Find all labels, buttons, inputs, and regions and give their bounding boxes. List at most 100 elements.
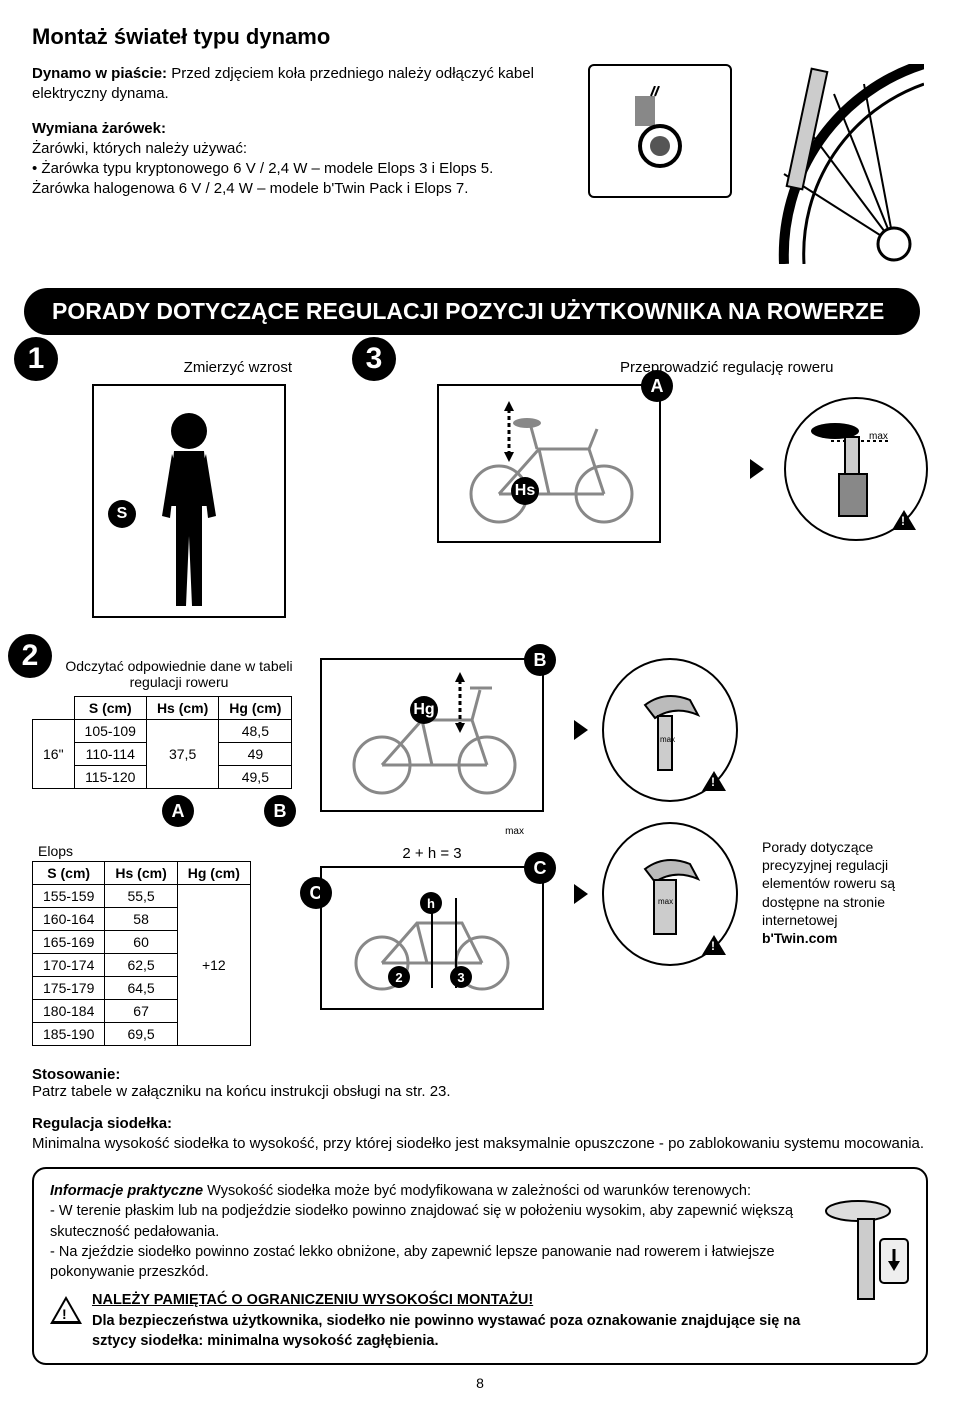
step-1-title: Zmierzyć wzrost [32, 359, 292, 376]
bike-icon [332, 670, 532, 800]
stosowanie-text: Patrz tabele w załączniku na końcu instr… [32, 1083, 451, 1100]
table-2: S (cm) Hs (cm) Hg (cm) 155-15955,5+12 16… [32, 861, 251, 1046]
warning-icon [702, 935, 726, 958]
badge-b-table: B [264, 795, 296, 827]
t2-cell: 160-164 [33, 908, 105, 931]
regulacja: Regulacja siodełka: Minimalna wysokość s… [32, 1114, 928, 1153]
elops-label: Elops [38, 843, 296, 859]
wheel-size: 16" [33, 720, 75, 789]
badge-a: A [641, 370, 673, 402]
badge-hs: Hs [511, 477, 539, 505]
badge-2: 2 [388, 966, 410, 988]
arrow-icon [574, 884, 588, 904]
t2-cell: 185-190 [33, 1023, 105, 1046]
seat-circle-b: max [602, 658, 738, 802]
page: Montaż świateł typu dynamo Dynamo w piaś… [0, 0, 960, 1407]
info-title: Informacje praktyczne [50, 1183, 203, 1199]
step-1-badge: 1 [14, 337, 58, 381]
step-3-row-c: C h 2 3 [320, 866, 544, 1020]
intro-text: Dynamo w piaście: Przed zdjęciem koła pr… [32, 64, 564, 264]
t2-cell: 58 [105, 908, 177, 931]
t1-cell: 110-114 [74, 743, 146, 766]
handlebar-icon: max [620, 680, 720, 780]
arrow-icon [750, 459, 764, 479]
intro-illustration [588, 64, 928, 264]
seat-side-icon [818, 1193, 918, 1313]
th-s2: S (cm) [33, 862, 105, 885]
badge-3: 3 [450, 966, 472, 988]
bike-box-a: A Hs [437, 384, 661, 543]
t2-cell: 67 [105, 1000, 177, 1023]
t2-cell: 62,5 [105, 954, 177, 977]
info-box: Informacje praktyczne Wysokość siodełka … [32, 1167, 928, 1365]
seatpost-icon: max [801, 419, 911, 519]
t1-cell: 37,5 [146, 720, 218, 789]
max-small: max [320, 826, 524, 837]
person-icon [144, 406, 234, 616]
svg-text:max: max [660, 735, 675, 744]
t2-cell: 69,5 [105, 1023, 177, 1046]
th-hs: Hs (cm) [146, 697, 218, 720]
info-b2: - Na zjeździe siodełko powinno zostać le… [50, 1242, 806, 1283]
s-badge: S [108, 500, 136, 528]
bike-box-c: C h 2 3 [320, 866, 544, 1010]
badge-a-table: A [162, 795, 194, 827]
page-number: 8 [32, 1375, 928, 1391]
bike-icon [449, 399, 649, 529]
info-lead: Wysokość siodełka może być modyfikowana … [207, 1183, 751, 1199]
arrow-icon [574, 720, 588, 740]
t2-cell: 64,5 [105, 977, 177, 1000]
table-2-wrap: C S (cm) Hs (cm) Hg (cm) 155-15955,5+12 … [32, 861, 296, 1046]
info-b1: - W terenie płaskim lub na podjeździe si… [50, 1201, 806, 1242]
t2-cell: 55,5 [105, 885, 177, 908]
bulbs-line2: • Żarówka typu kryptonowego 6 V / 2,4 W … [32, 160, 493, 177]
stosowanie-label: Stosowanie: [32, 1066, 120, 1083]
bulbs-label: Wymiana żarówek: [32, 120, 166, 137]
t2-cell: 175-179 [33, 977, 105, 1000]
ab-badges: A B [162, 795, 296, 827]
regulacja-text: Minimalna wysokość siodełka to wysokość,… [32, 1135, 924, 1152]
t2-cell: 155-159 [33, 885, 105, 908]
side-text: Porady dotyczące precyzyjnej regulacji e… [762, 838, 928, 947]
side-link: b'Twin.com [762, 930, 837, 946]
info-warn2: Dla bezpieczeństwa użytkownika, siodełko… [92, 1313, 800, 1349]
t1-cell: 49 [219, 743, 292, 766]
warning-icon [892, 510, 916, 533]
t2-cell: 170-174 [33, 954, 105, 977]
dynamo-label: Dynamo w piaście: [32, 65, 167, 82]
th-hs2: Hs (cm) [105, 862, 177, 885]
badge-h: h [420, 892, 442, 914]
svg-text:max: max [658, 897, 673, 906]
t2-cell: 165-169 [33, 931, 105, 954]
regulacja-label: Regulacja siodełka: [32, 1115, 172, 1132]
stem-icon: max [620, 844, 720, 944]
t2-hg: +12 [177, 885, 250, 1046]
section-banner: PORADY DOTYCZĄCE REGULACJI POZYCJI UŻYTK… [24, 288, 920, 335]
step-3-row-b: B Hg [320, 658, 544, 822]
side-text-body: Porady dotyczące precyzyjnej regulacji e… [762, 839, 895, 928]
step-3: 3 Przeprowadzić regulację roweru A Hs [360, 355, 928, 618]
stosowanie: Stosowanie: Patrz tabele w załączniku na… [32, 1066, 928, 1100]
step-2-badge: 2 [8, 634, 52, 678]
table-1: S (cm) Hs (cm) Hg (cm) 16" 105-109 37,5 … [32, 696, 292, 789]
seat-circles-col: max max [568, 658, 738, 966]
step-2: 2 Odczytać odpowiednie dane w tabeli reg… [32, 658, 296, 1052]
t1-cell: 115-120 [74, 766, 146, 789]
t2-cell: 60 [105, 931, 177, 954]
bulbs-line1: Żarówki, których należy używać: [32, 140, 247, 157]
step-2-caption: Odczytać odpowiednie dane w tabeli regul… [62, 658, 296, 690]
bike-box-b: B Hg [320, 658, 544, 812]
t2-cell: 180-184 [33, 1000, 105, 1023]
info-warn1: NALEŻY PAMIĘTAĆ O OGRANICZENIU WYSOKOŚCI… [92, 1292, 533, 1308]
steps-row-top: 1 Zmierzyć wzrost S 3 Przeprowadzić regu… [32, 355, 928, 618]
warning-icon [702, 771, 726, 794]
eq-label: 2 + h = 3 [320, 845, 544, 862]
step-3-row-a: A Hs [360, 384, 928, 553]
intro-row: Dynamo w piaście: Przed zdjęciem koła pr… [32, 64, 928, 264]
t1-cell: 105-109 [74, 720, 146, 743]
page-title: Montaż świateł typu dynamo [32, 24, 928, 50]
bulbs-line3: Żarówka halogenowa 6 V / 2,4 W – modele … [32, 180, 468, 197]
seat-circle-c: max [602, 822, 738, 966]
info-warning-row: ! NALEŻY PAMIĘTAĆ O OGRANICZENIU WYSOKOŚ… [50, 1290, 806, 1351]
step-3-badge: 3 [352, 337, 396, 381]
